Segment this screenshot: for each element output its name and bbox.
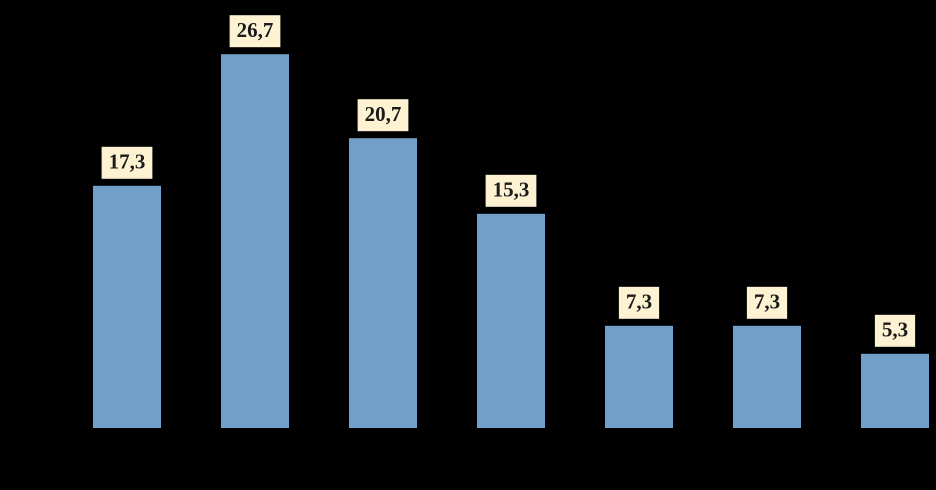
- data-label: 20,7: [365, 102, 402, 126]
- data-label-box: [618, 286, 660, 319]
- bar: [349, 138, 417, 428]
- data-label: 5,3: [882, 318, 908, 342]
- data-label-box: [485, 174, 537, 207]
- bar: [93, 185, 161, 428]
- data-label: 17,3: [109, 150, 146, 174]
- bar: [861, 353, 929, 428]
- bar: [733, 325, 801, 428]
- data-label: 7,3: [626, 290, 652, 314]
- data-label-box: [229, 15, 281, 48]
- bar: [605, 325, 673, 428]
- data-label-box: [874, 314, 916, 347]
- bar: [221, 54, 289, 428]
- data-label-box: [357, 99, 409, 132]
- data-label: 7,3: [754, 290, 780, 314]
- bar: [477, 213, 545, 428]
- data-label: 26,7: [237, 18, 274, 42]
- data-label: 15,3: [493, 178, 530, 202]
- data-label-box: [746, 286, 788, 319]
- data-label-box: [101, 146, 153, 179]
